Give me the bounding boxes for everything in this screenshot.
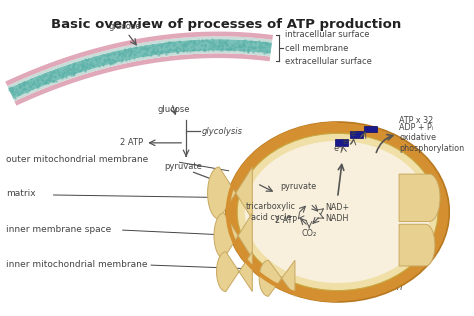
Polygon shape <box>399 224 435 266</box>
Ellipse shape <box>237 133 438 291</box>
Text: pyruvate: pyruvate <box>164 162 202 171</box>
Polygon shape <box>5 32 273 86</box>
Text: 2 ATP: 2 ATP <box>275 216 297 225</box>
Polygon shape <box>259 260 295 296</box>
Bar <box>335 139 348 146</box>
Text: NADH: NADH <box>325 214 348 223</box>
Polygon shape <box>217 252 252 292</box>
Polygon shape <box>214 213 252 258</box>
Ellipse shape <box>245 141 430 283</box>
Text: outer mitochondrial membrane: outer mitochondrial membrane <box>6 155 148 164</box>
Text: mitochondrion: mitochondrion <box>338 283 403 292</box>
Text: inner membrane space: inner membrane space <box>6 225 111 234</box>
Text: matrix: matrix <box>6 190 36 198</box>
Ellipse shape <box>226 122 449 302</box>
Text: 2 ATP: 2 ATP <box>120 138 144 147</box>
Text: oxidative
phosphorylation: oxidative phosphorylation <box>399 133 464 153</box>
Bar <box>350 131 363 138</box>
Text: intracellular surface: intracellular surface <box>285 31 370 40</box>
Polygon shape <box>13 51 271 101</box>
Polygon shape <box>7 36 273 88</box>
Text: e⁻: e⁻ <box>334 144 343 153</box>
Text: pyruvate: pyruvate <box>280 182 316 191</box>
Polygon shape <box>9 39 272 99</box>
Text: inner mitochondrial membrane: inner mitochondrial membrane <box>6 259 147 269</box>
Bar <box>364 126 377 132</box>
Text: ADP + Pᵢ: ADP + Pᵢ <box>399 123 433 132</box>
Text: tricarboxylic
acid cycle: tricarboxylic acid cycle <box>246 202 296 222</box>
Text: NAD+: NAD+ <box>325 203 349 212</box>
Text: CO₂: CO₂ <box>301 229 317 238</box>
Text: extracellular surface: extracellular surface <box>285 57 373 66</box>
Text: glucose: glucose <box>157 106 190 114</box>
Text: ATP x 32: ATP x 32 <box>399 116 433 125</box>
Text: e⁻: e⁻ <box>351 129 360 138</box>
Text: Basic overview of processes of ATP production: Basic overview of processes of ATP produ… <box>51 18 401 31</box>
Text: e⁻: e⁻ <box>342 137 352 146</box>
Polygon shape <box>14 53 270 106</box>
Text: cell membrane: cell membrane <box>285 44 349 53</box>
Text: glycolysis: glycolysis <box>202 127 243 136</box>
Polygon shape <box>399 174 440 222</box>
Polygon shape <box>208 167 252 219</box>
Text: glucose: glucose <box>108 22 141 31</box>
